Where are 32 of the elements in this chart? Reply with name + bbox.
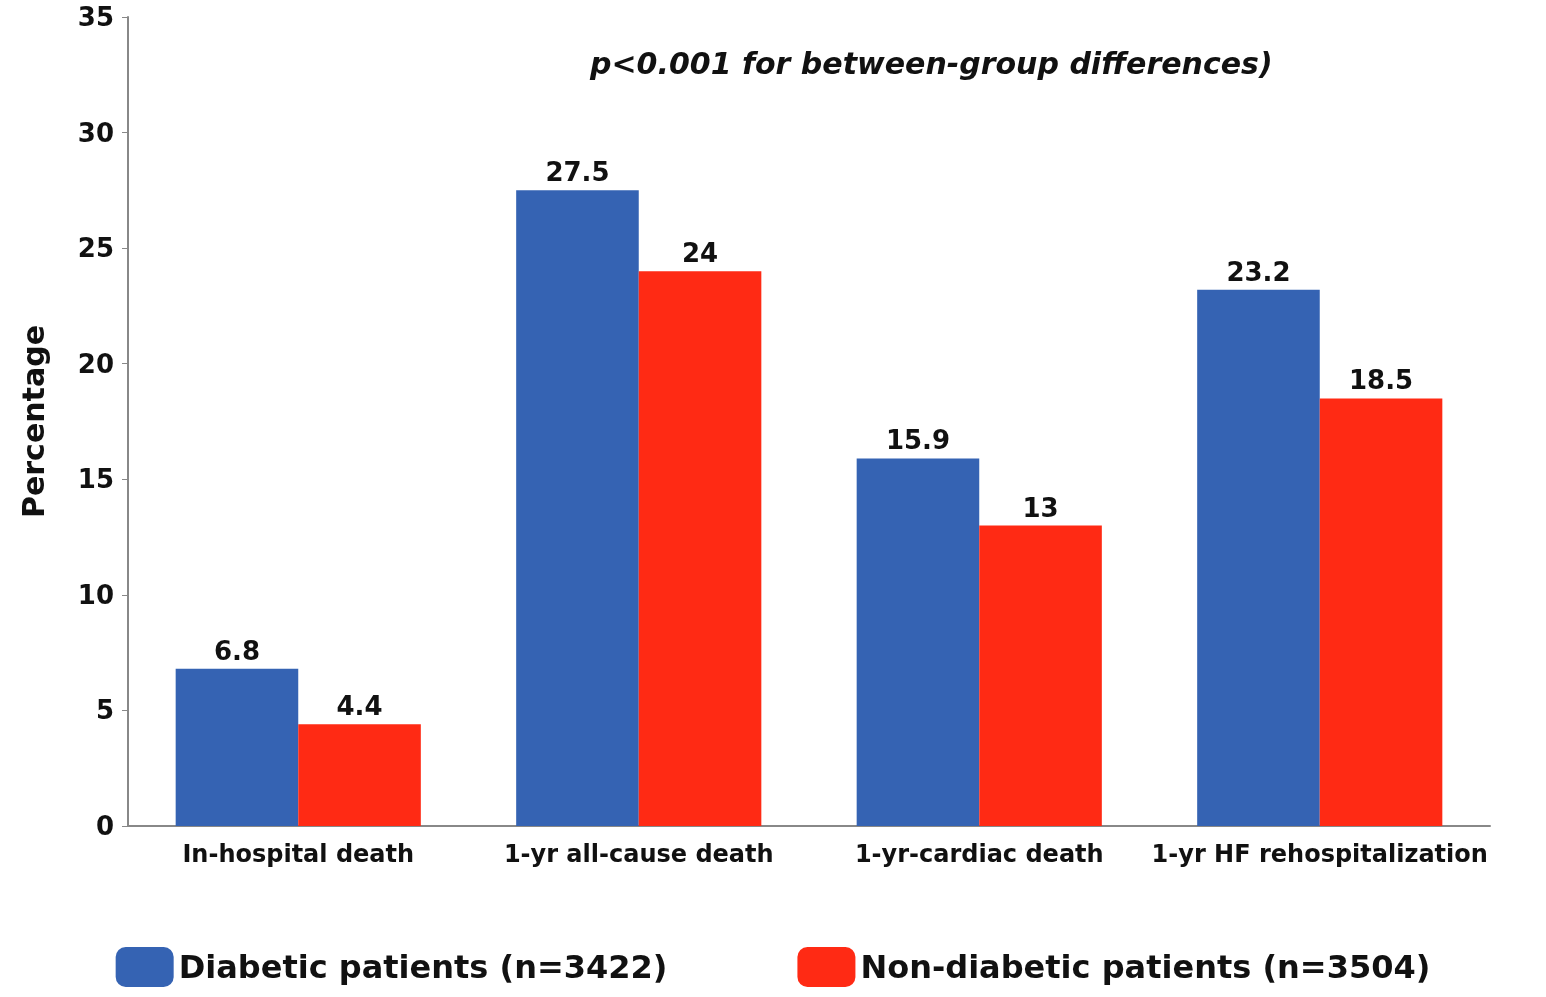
y-tick-label: 30 (77, 117, 114, 148)
annotation: p<0.001 for between-group differences) (589, 45, 1273, 81)
bar (1197, 289, 1320, 826)
x-tick-label: 1-yr all-cause death (503, 840, 774, 868)
bar (856, 458, 980, 826)
bar (175, 668, 299, 826)
data-label: 13 (1022, 492, 1059, 523)
y-tick-label: 15 (77, 464, 114, 495)
y-tick-label: 20 (77, 348, 114, 379)
bar (638, 271, 762, 826)
legend-label: Diabetic patients (n=3422) (178, 948, 668, 986)
data-label: 6.8 (213, 635, 260, 666)
bar (516, 190, 639, 826)
x-tick-label: 1-yr HF rehospitalization (1151, 840, 1488, 868)
data-label: 15.9 (885, 425, 951, 456)
y-tick-label: 5 (95, 695, 114, 726)
data-label: 27.5 (545, 157, 610, 188)
bar (298, 724, 421, 826)
y-axis-title: Percentage (15, 324, 51, 519)
data-label: 18.5 (1348, 365, 1414, 396)
y-tick-label: 35 (77, 2, 114, 32)
data-label: 24 (681, 238, 719, 269)
x-tick-label: 1-yr-cardiac death (854, 840, 1104, 868)
legend-label: Non-diabetic patients (n=3504) (860, 948, 1431, 986)
bar (979, 525, 1102, 826)
x-tick-label: In-hospital death (182, 840, 415, 868)
bar (1319, 398, 1443, 826)
data-label: 23.2 (1226, 256, 1291, 287)
y-tick-label: 10 (77, 579, 114, 610)
y-tick-label: 0 (95, 811, 114, 841)
data-label: 4.4 (336, 691, 383, 722)
y-tick-label: 25 (77, 233, 114, 264)
